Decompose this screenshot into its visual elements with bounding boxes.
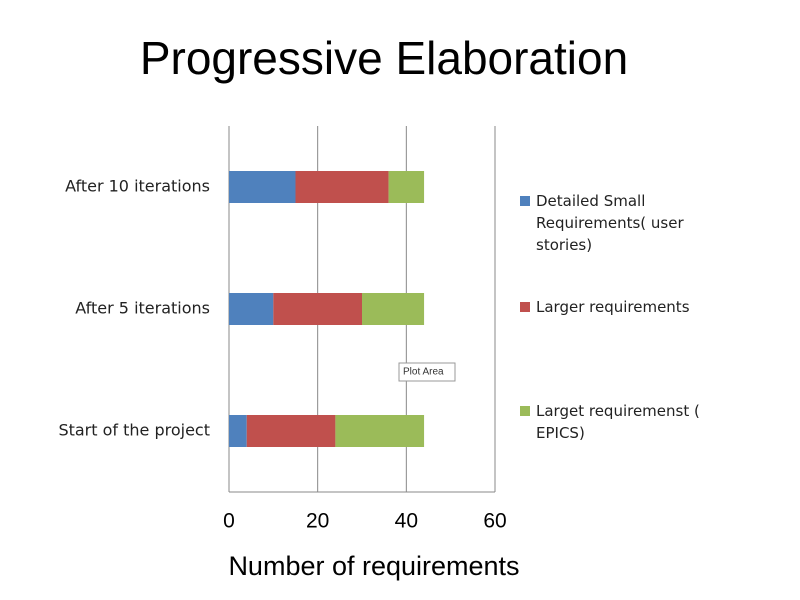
bar-segment	[246, 415, 336, 447]
tooltip-box	[398, 362, 456, 382]
legend-label: Detailed Small Requirements( user storie…	[536, 192, 684, 254]
x-tick-label: 40	[395, 510, 418, 533]
x-tick-label: 20	[306, 510, 329, 533]
legend-label: Larget requiremenst ( EPICS)	[536, 402, 700, 442]
bar-segment	[273, 293, 362, 325]
x-axis-label: Number of requirements	[228, 551, 519, 581]
legend-item: Larget requiremenst ( EPICS)	[520, 400, 720, 444]
chart-title: Progressive Elaboration	[140, 32, 628, 84]
y-tick-label: After 10 iterations	[65, 177, 210, 196]
legend-swatch	[520, 196, 530, 206]
legend-item: Detailed Small Requirements( user storie…	[520, 190, 720, 256]
bar-segment	[229, 415, 247, 447]
bar-segment	[229, 171, 296, 203]
bar-segment	[388, 171, 425, 203]
bar-segment	[335, 415, 425, 447]
x-tick-label: 60	[483, 510, 506, 533]
x-tick-label: 0	[223, 510, 235, 533]
bar-segment	[362, 293, 425, 325]
y-tick-label: Start of the project	[58, 421, 210, 440]
y-tick-label: After 5 iterations	[75, 299, 210, 318]
legend-item: Larger requirements	[520, 296, 720, 318]
legend-swatch	[520, 406, 530, 416]
bar-segment	[295, 171, 389, 203]
bar-segment	[229, 293, 274, 325]
legend-label: Larger requirements	[536, 298, 690, 316]
legend-swatch	[520, 302, 530, 312]
tooltip: Plot Area	[403, 367, 444, 378]
